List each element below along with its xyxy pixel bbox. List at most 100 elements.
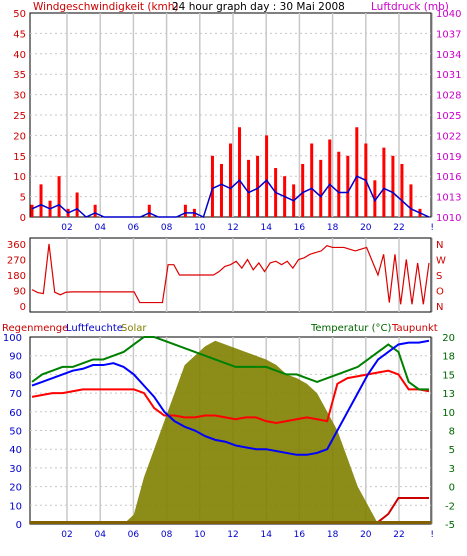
lower-x-tick-label: !: [430, 530, 434, 540]
lower-x-tick-label: 12: [227, 530, 238, 540]
pressure-y-tick-label: 1040: [436, 9, 461, 20]
wind-x-tick-label: 16: [294, 223, 306, 233]
wind-x-tick-label: 02: [61, 223, 72, 233]
dewpoint-axis-title: Taupunkt: [391, 323, 438, 334]
humidity-y-tick-label: 100: [3, 333, 22, 344]
panel-wind-series: [30, 127, 430, 219]
wind-x-tick-label: !: [430, 223, 434, 233]
humidity-y-tick-label: 70: [9, 389, 22, 400]
pressure-y-tick-label: 1019: [436, 152, 461, 163]
wind-x-tick-label: 20: [360, 223, 372, 233]
humidity-y-tick-label: 20: [9, 483, 22, 494]
lower-x-tick-label: 18: [327, 530, 339, 540]
wind-y-tick-label: 30: [13, 91, 26, 102]
pressure-axis-title: Luftdruck (mb): [371, 1, 449, 13]
direction-y-tick-label: 0: [20, 302, 26, 313]
temperature-y-tick-label: 15: [442, 370, 455, 381]
pressure-y-tick-label: 1013: [436, 193, 461, 204]
wind-x-tick-label: 12: [227, 223, 238, 233]
humidity-axis-title: Luftfeuchte: [66, 323, 123, 334]
panel-wind-direction: [29, 237, 432, 313]
wind-y-tick-label: 25: [13, 111, 26, 122]
lower-x-tick-label: 22: [393, 530, 404, 540]
temperature-y-tick-label: 13: [442, 389, 455, 400]
wind-x-tick-label: 08: [161, 223, 173, 233]
wind-y-tick-label: 20: [13, 131, 26, 142]
pressure-y-tick-label: 1031: [436, 70, 461, 81]
wind-x-tick-label: 14: [260, 223, 272, 233]
dewpoint-line: [31, 369, 430, 425]
temperature-line: [31, 336, 429, 391]
temperature-axis-title: Temperatur (°C): [310, 323, 391, 334]
compass-tick-label: N: [436, 240, 443, 251]
pressure-y-tick-label: 1034: [436, 50, 461, 61]
direction-y-tick-label: 90: [13, 287, 26, 298]
humidity-y-tick-label: 60: [9, 408, 22, 419]
chart-title: 24 hour graph day : 30 Mai 2008: [172, 1, 345, 13]
wind-average-line: [31, 175, 430, 219]
temperature-y-tick-label: 5: [449, 445, 455, 456]
baseline-bar: [30, 521, 431, 524]
humidity-y-tick-label: 50: [9, 427, 22, 438]
wind-y-tick-label: 15: [13, 152, 26, 163]
temperature-y-tick-label: 10: [442, 408, 455, 419]
pressure-y-tick-label: 1025: [436, 111, 461, 122]
wind-y-tick-label: 35: [13, 70, 26, 81]
wind-x-tick-label: 18: [327, 223, 339, 233]
wind-x-tick-label: 06: [128, 223, 140, 233]
pressure-y-tick-label: 1028: [436, 91, 461, 102]
wind-y-tick-label: 40: [13, 50, 26, 61]
direction-y-tick-label: 270: [7, 256, 26, 267]
compass-tick-label: W: [436, 256, 446, 267]
wind-y-tick-label: 0: [20, 213, 26, 224]
panel-wind-axis-labels: 02 04 06 08 10 12 14 16 18 20 22 ! 0 5 10 15 20 25 30 35 40 4…: [13, 9, 461, 233]
humidity-y-tick-label: 0: [16, 520, 22, 531]
panel-lower-series: [30, 336, 431, 524]
panel-lower-axis-labels: 02 04 06 08 10 12 14 16 18 20 22 !01020304050607080…: [3, 333, 455, 540]
pressure-y-tick-label: 1010: [436, 213, 461, 224]
pressure-y-tick-label: 1016: [436, 172, 461, 183]
wind-y-tick-label: 50: [13, 9, 26, 20]
temperature-y-tick-label: 20: [442, 333, 455, 344]
lower-x-tick-label: 20: [360, 530, 372, 540]
wind-y-tick-label: 45: [13, 29, 26, 40]
lower-x-tick-label: 04: [94, 530, 106, 540]
temperature-y-tick-label: 18: [442, 352, 455, 363]
wind-x-tick-label: 10: [194, 223, 206, 233]
lower-x-tick-label: 02: [61, 530, 72, 540]
compass-tick-label: O: [436, 287, 444, 298]
temperature-y-tick-label: -5: [445, 520, 455, 531]
lower-x-tick-label: 06: [128, 530, 140, 540]
panel-dir-series: [31, 243, 430, 305]
rain-axis-title: Regenmenge: [2, 323, 68, 334]
temperature-y-tick-label: 0: [449, 483, 455, 494]
pressure-y-tick-label: 1022: [436, 131, 461, 142]
wind-y-tick-label: 5: [20, 193, 26, 204]
solar-axis-title: Solar: [121, 323, 147, 334]
lower-x-tick-label: 14: [260, 530, 272, 540]
lower-x-tick-label: 08: [161, 530, 173, 540]
direction-y-tick-label: 360: [7, 240, 26, 251]
wind-axis-title: Windgeschwindigkeit (kmh): [33, 1, 179, 13]
wind-x-tick-label: 04: [94, 223, 106, 233]
wind-y-tick-label: 10: [13, 172, 26, 183]
direction-y-tick-label: 180: [7, 271, 26, 282]
compass-tick-label: S: [436, 271, 442, 282]
solar-area: [30, 340, 431, 524]
lower-x-tick-label: 16: [294, 530, 306, 540]
humidity-y-tick-label: 30: [9, 464, 22, 475]
wind-x-tick-label: 22: [393, 223, 404, 233]
humidity-y-tick-label: 40: [9, 445, 22, 456]
temperature-y-tick-label: -2: [445, 501, 455, 512]
lower-x-tick-label: 10: [194, 530, 206, 540]
wind-direction-line: [31, 243, 430, 305]
temperature-y-tick-label: 3: [449, 464, 455, 475]
compass-tick-label: N: [436, 302, 443, 313]
humidity-line: [31, 339, 430, 456]
temperature-y-tick-label: 8: [449, 427, 455, 438]
pressure-y-tick-label: 1037: [436, 29, 461, 40]
humidity-y-tick-label: 80: [9, 370, 22, 381]
